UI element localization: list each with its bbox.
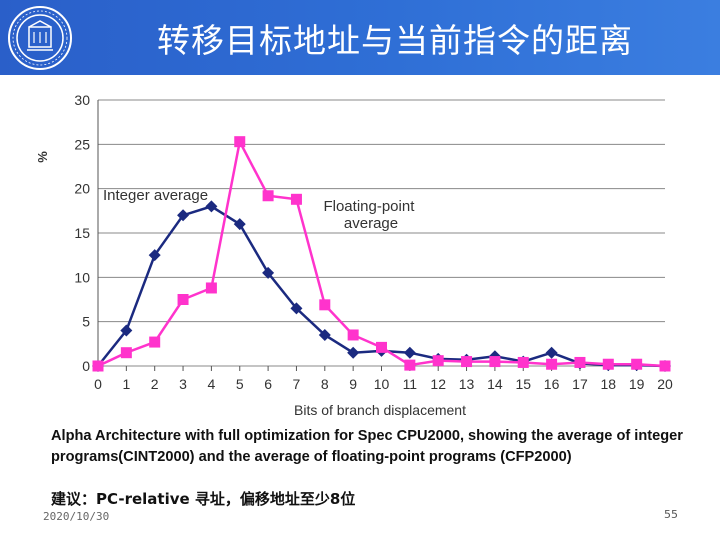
x-tick-label: 10 [374,376,390,392]
chart-series [92,136,671,372]
x-tick-label: 0 [94,376,102,392]
x-axis-label: Bits of branch displacement [294,402,466,418]
x-tick-label: 12 [430,376,446,392]
floating-data-point [376,341,387,353]
x-tick-label: 2 [151,376,159,392]
y-tick-label: 20 [74,181,90,197]
legend-integer-label: Integer average [103,187,208,204]
floating-data-point [404,359,416,371]
x-tick-label: 18 [601,376,617,392]
floating-data-point [347,329,359,341]
x-tick-label: 13 [459,376,475,392]
floating-data-point [319,299,331,311]
slide-title: 转移目标地址与当前指令的距离 [157,21,633,60]
floating-data-point [432,355,444,367]
x-tick-label: 1 [122,376,130,392]
x-tick-label: 3 [179,376,187,392]
legend-floating-label: Floating-point average [323,198,418,232]
floating-data-point [92,360,104,372]
y-tick-label: 30 [74,92,90,108]
integer-data-point [347,346,360,359]
y-tick-label: 10 [74,269,90,285]
slide-date: 2020/10/30 [43,510,110,523]
x-tick-label: 14 [487,376,503,392]
floating-data-point [290,193,302,205]
floating-series-line [97,137,666,368]
x-tick-label: 19 [629,376,645,392]
y-tick-label: 25 [74,136,90,152]
floating-data-point [574,356,586,368]
floating-data-point [461,356,473,368]
y-tick-label: 0 [82,358,90,374]
floating-data-point [489,356,501,368]
floating-data-point [149,336,161,348]
floating-data-point [659,360,671,372]
integer-data-point [177,209,190,222]
x-tick-label: 7 [293,376,301,392]
slide-header: 转移目标地址与当前指令的距离 [0,0,720,75]
x-tick-label: 15 [515,376,531,392]
floating-data-point [177,294,189,305]
integer-data-point [120,324,133,337]
floating-data-point [262,190,274,202]
chart-grid [98,99,665,367]
integer-data-point [318,328,331,341]
integer-data-point [290,302,303,315]
x-tick-label: 5 [236,376,244,392]
page-number: 55 [664,508,678,521]
integer-data-point [148,249,161,262]
floating-data-point [546,358,558,370]
integer-data-point [262,266,275,279]
x-tick-label: 9 [349,376,357,392]
integer-data-point [403,346,416,359]
recommendation-note: 建议：PC-relative 寻址，偏移地址至少8位 [51,490,356,508]
university-seal-icon [8,6,72,70]
integer-data-point [205,200,218,213]
x-tick-label: 11 [403,376,418,392]
y-tick-label: 5 [82,314,90,330]
y-tick-label: 15 [74,225,90,241]
x-tick-label: 8 [321,376,329,392]
floating-data-point [234,136,246,148]
floating-data-point [517,356,529,368]
floating-data-point [631,358,643,370]
integer-data-point [545,346,558,359]
y-axis-label: % [35,151,50,163]
x-tick-label: 20 [657,376,673,392]
floating-data-point [205,282,217,294]
integer-data-point [233,218,246,231]
x-tick-label: 17 [572,376,588,392]
chart-caption: Alpha Architecture with full optimizatio… [51,428,683,465]
floating-data-point [602,358,614,370]
x-tick-label: 4 [208,376,216,392]
floating-data-point [120,347,132,359]
x-tick-label: 6 [264,376,272,392]
x-tick-label: 16 [544,376,560,392]
